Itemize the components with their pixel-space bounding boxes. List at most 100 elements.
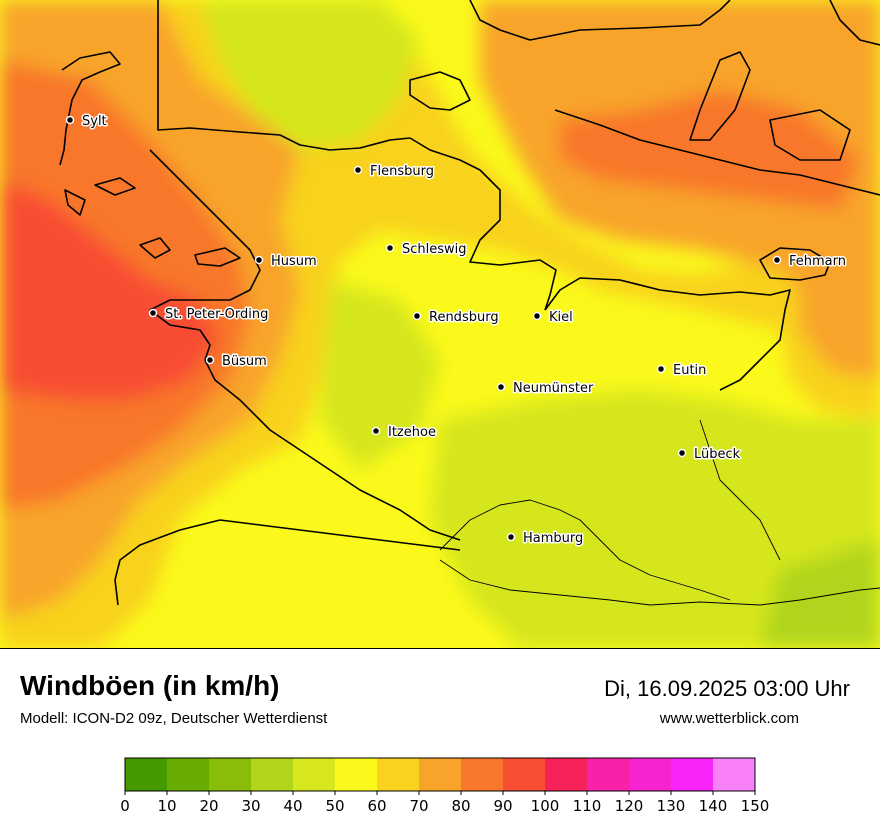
city-label: St. Peter-Ording xyxy=(165,307,268,322)
coastline-als xyxy=(409,71,471,111)
border-denmark xyxy=(157,0,411,151)
city-marker: Itzehoe xyxy=(371,424,437,442)
gust-zone-40-50-west xyxy=(320,280,440,470)
legend-color-cell xyxy=(209,758,251,791)
legend-color-cell xyxy=(335,758,377,791)
coastline-north-islands xyxy=(469,0,731,41)
gust-zone-30-40-southeast xyxy=(760,540,880,648)
legend-tick-label: 120 xyxy=(615,797,644,815)
map-title: Windböen (in km/h) xyxy=(20,670,280,701)
city-label: Rendsburg xyxy=(429,310,499,325)
city-marker: Lübeck xyxy=(677,446,742,464)
model-subtitle: Modell: ICON-D2 09z, Deutscher Wetterdie… xyxy=(20,710,328,727)
city-dot xyxy=(205,355,215,365)
gust-zone-80-90-baltic xyxy=(560,90,860,210)
gust-zone-70-80-fehmarn xyxy=(800,230,880,380)
city-dot xyxy=(656,364,666,374)
legend-color-cell xyxy=(125,758,167,791)
legend-tick-label: 100 xyxy=(531,797,560,815)
legend-tick-label: 90 xyxy=(493,797,512,815)
coastline-islands xyxy=(64,177,241,267)
legend-tick-label: 80 xyxy=(451,797,470,815)
city-marker: Husum xyxy=(254,253,318,271)
city-dot xyxy=(65,115,75,125)
city-label: Eutin xyxy=(673,363,706,378)
city-label: Schleswig xyxy=(402,242,467,257)
legend-color-cell xyxy=(671,758,713,791)
city-label: Itzehoe xyxy=(388,425,436,440)
city-marker: Eutin xyxy=(656,362,708,380)
city-dot xyxy=(371,426,381,436)
city-label: Lübeck xyxy=(694,447,741,462)
color-legend: 0 10 20 30 40 50 60 70 80 90 100 110 120 130 140 150 xyxy=(120,757,770,815)
city-dot xyxy=(532,311,542,321)
city-dot xyxy=(385,243,395,253)
city-marker: Fehmarn xyxy=(772,253,848,271)
coastline-baltic-south xyxy=(544,277,791,391)
legend-color-cell xyxy=(461,758,503,791)
city-label: Fehmarn xyxy=(789,254,846,269)
city-marker: Rendsburg xyxy=(412,309,500,327)
city-marker: Kiel xyxy=(532,309,574,327)
gust-zone-90-100 xyxy=(0,180,220,400)
coastline-fehmarn xyxy=(759,247,831,281)
city-label: Büsum xyxy=(222,354,267,369)
city-dot xyxy=(677,448,687,458)
city-label: Flensburg xyxy=(370,164,434,179)
coastline-elbe-south xyxy=(114,519,461,606)
wind-gust-map: Sylt Flensburg Schleswig Husum St. Peter-Ord… xyxy=(0,0,880,649)
legend-color-cell xyxy=(713,758,755,791)
coastline-flensburg-fjord xyxy=(409,137,557,311)
legend-border xyxy=(124,757,756,792)
coastline-north-sea xyxy=(149,149,461,541)
coastline-danish-islands xyxy=(689,51,851,161)
legend-tick-label: 70 xyxy=(409,797,428,815)
city-marker: Büsum xyxy=(205,353,268,371)
city-marker: Hamburg xyxy=(506,530,585,548)
city-marker: St. Peter-Ording xyxy=(148,306,270,324)
legend-color-cell xyxy=(545,758,587,791)
forecast-datetime: Di, 16.09.2025 03:00 Uhr xyxy=(604,676,850,701)
legend-tick-label: 150 xyxy=(741,797,770,815)
city-marker: Neumünster xyxy=(496,380,595,398)
legend-color-cell xyxy=(293,758,335,791)
city-dot xyxy=(506,532,516,542)
legend-tick-label: 140 xyxy=(699,797,728,815)
city-label: Husum xyxy=(271,254,317,269)
gust-zone-40-50-southeast xyxy=(430,390,880,648)
legend-tick-label: 110 xyxy=(573,797,602,815)
city-label: Kiel xyxy=(549,310,573,325)
city-label: Neumünster xyxy=(513,381,594,396)
city-label: Sylt xyxy=(82,114,107,129)
legend-color-cell xyxy=(629,758,671,791)
border-lower-saxony xyxy=(439,559,880,606)
legend-color-cell xyxy=(377,758,419,791)
gust-zone-40-50-north xyxy=(200,0,420,150)
city-marker: Sylt xyxy=(65,113,108,131)
city-dot xyxy=(148,308,158,318)
legend-color-cell xyxy=(167,758,209,791)
legend-tick-label: 130 xyxy=(657,797,686,815)
coastline-eastern xyxy=(829,0,880,46)
city-dot xyxy=(412,311,422,321)
legend-tick-label: 50 xyxy=(325,797,344,815)
legend-tick-label: 40 xyxy=(283,797,302,815)
legend-tick-label: 20 xyxy=(199,797,218,815)
legend-color-cell xyxy=(419,758,461,791)
coastline-sylt xyxy=(59,51,121,166)
legend-tick-label: 0 xyxy=(120,797,130,815)
coastline-baltic-north xyxy=(554,109,880,196)
border-mecklenburg xyxy=(699,419,781,561)
legend-color-cell xyxy=(251,758,293,791)
legend-tick-label: 10 xyxy=(157,797,176,815)
city-marker: Flensburg xyxy=(353,163,435,181)
city-dot xyxy=(772,255,782,265)
website-link[interactable]: www.wetterblick.com xyxy=(659,710,799,727)
city-dot xyxy=(496,382,506,392)
city-marker: Schleswig xyxy=(385,241,468,259)
legend-color-cell xyxy=(587,758,629,791)
border-hamburg xyxy=(439,499,731,601)
legend-tick-label: 30 xyxy=(241,797,260,815)
city-label: Hamburg xyxy=(523,531,583,546)
city-dot xyxy=(353,165,363,175)
